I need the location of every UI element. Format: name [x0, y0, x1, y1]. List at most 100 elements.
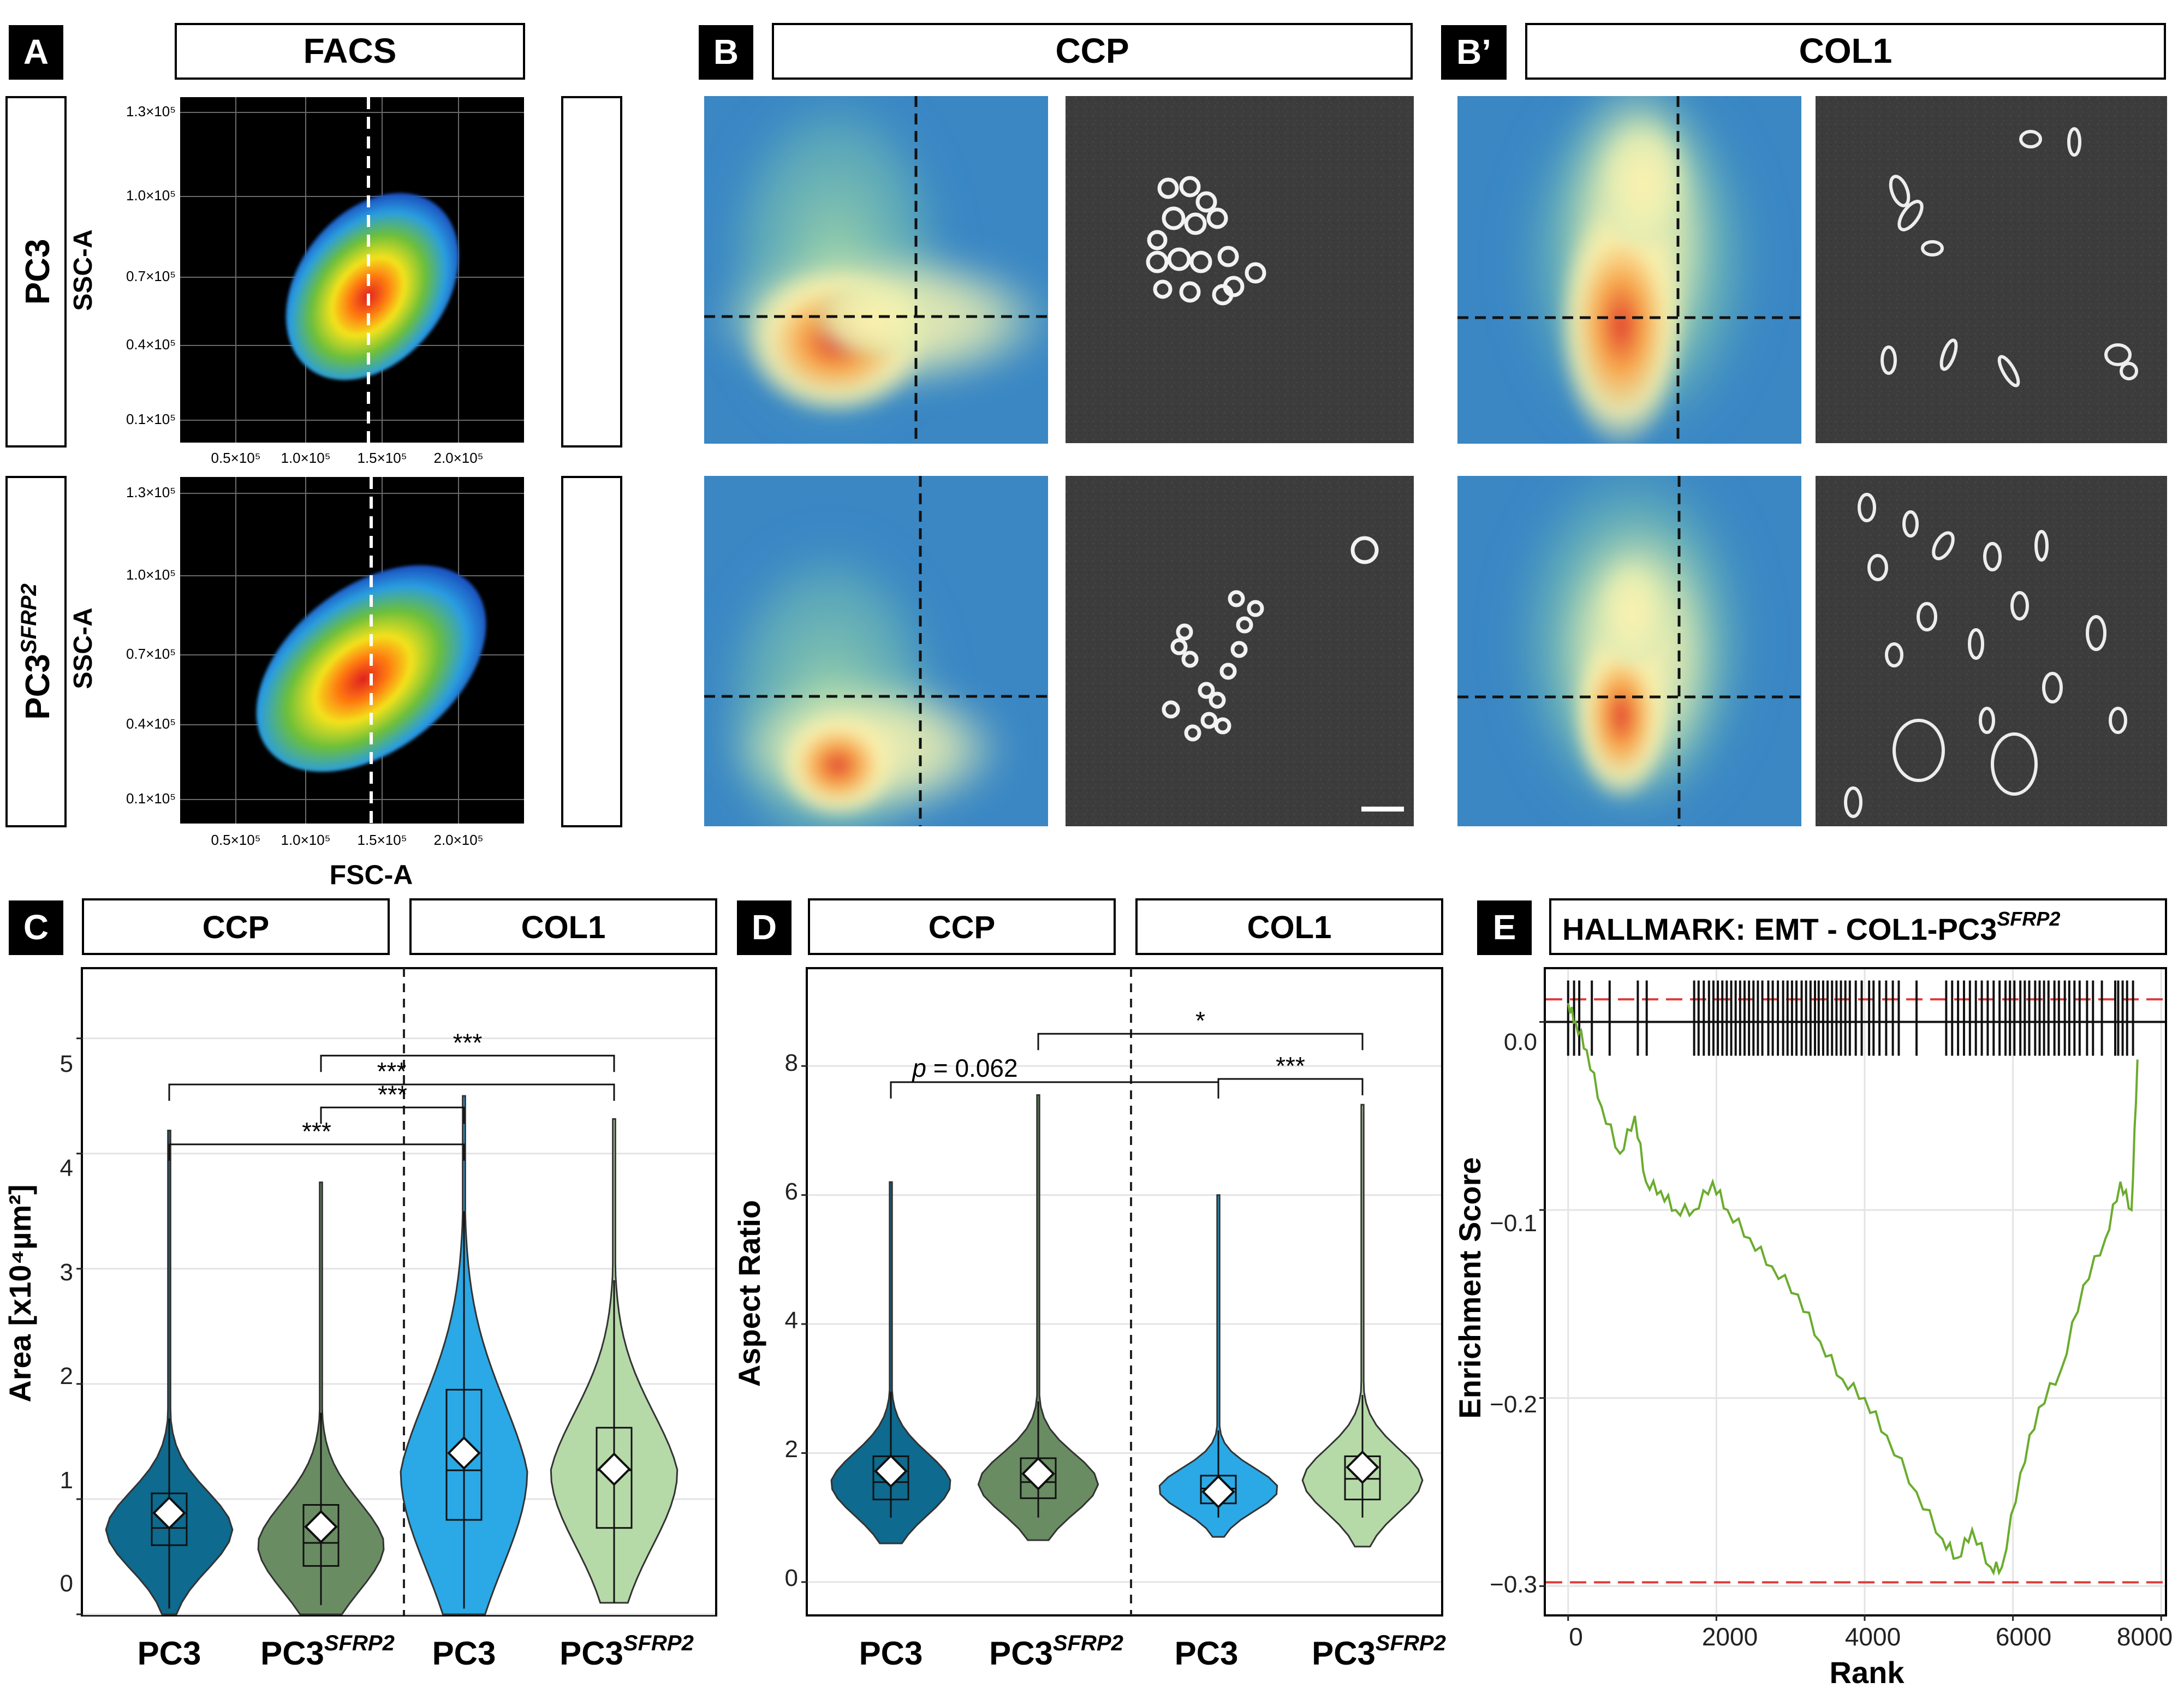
facs-xtick: 1.5×10⁵	[357, 450, 407, 466]
enrichment-curve	[1567, 1003, 2139, 1576]
significance-label: ***	[378, 1080, 407, 1108]
panel-c-letter: C	[23, 908, 49, 947]
box-iqr	[445, 1388, 483, 1521]
panel-d-xtick: PC3SFRP2	[1312, 1631, 1446, 1672]
panel-e-letter: E	[1493, 908, 1516, 947]
panel-d: D CCP COL1 **** p = 0.062 0 2 4 6 8 Aspe…	[732, 898, 1446, 1672]
significance-label: ***	[302, 1117, 331, 1146]
mean-marker	[1201, 1475, 1235, 1509]
significance-bracket	[168, 1083, 615, 1101]
panel-d-ytick: 8	[785, 1049, 798, 1076]
facs-xtick: 0.5×10⁵	[211, 832, 260, 848]
significance-label: ***	[377, 1057, 407, 1085]
panel-c: C CCP COL1 ************ 0 1 2 3 4 5 Area…	[3, 898, 717, 1672]
panel-b: B CCP	[561, 23, 1414, 827]
facs-xtick: 2.0×10⁵	[433, 450, 483, 466]
panel-e-xtick: 4000	[1845, 1623, 1901, 1651]
panel-c-ytick: 3	[60, 1259, 73, 1286]
ccp-micrograph-bottom	[1066, 476, 1414, 826]
panel-c-ytick: 1	[60, 1467, 73, 1494]
facs-row-box-pc3-sfrp2	[5, 476, 67, 827]
panel-b-prime: B’ COL1	[1441, 23, 2167, 826]
panel-e-xtick: 6000	[1996, 1623, 2051, 1651]
panel-e-ytick: −0.3	[1490, 1571, 1537, 1598]
panel-c-ytick: 2	[60, 1363, 73, 1389]
panel-c-xtick: PC3	[432, 1635, 496, 1672]
significance-label: ***	[453, 1028, 483, 1057]
panel-a: A FACS PC3 PC3SFRP2 1.3×10⁵ 1.0×10⁵ 0.7×…	[5, 23, 525, 890]
panel-e-header: HALLMARK: EMT - COL1-PC3SFRP2	[1562, 908, 2060, 946]
panel-d-pvalue: p = 0.062	[911, 1054, 1017, 1082]
facs-ytick: 0.1×10⁵	[126, 411, 176, 427]
significance-bracket	[320, 1106, 465, 1124]
col1-micrograph-bottom	[1816, 476, 2167, 826]
violin-1	[105, 1130, 234, 1615]
panel-e-xtick: 8000	[2117, 1623, 2173, 1651]
facs-header: FACS	[304, 31, 397, 70]
facs-xlabel: FSC-A	[330, 860, 413, 890]
panel-e-xtick: 0	[1569, 1623, 1583, 1651]
col1-micrograph-top	[1816, 96, 2167, 443]
panel-d-ytick: 2	[785, 1436, 798, 1463]
significance-label: ***	[1276, 1052, 1305, 1080]
ccp-density-top	[704, 96, 1048, 444]
significance-bracket	[168, 1143, 465, 1161]
facs-plot-top: 1.3×10⁵ 1.0×10⁵ 0.7×10⁵ 0.4×10⁵ 0.1×10⁵ …	[69, 97, 524, 466]
facs-ylabel: SSC-A	[69, 229, 98, 311]
mean-marker	[874, 1454, 908, 1488]
panel-d-xtick: PC3	[1175, 1635, 1239, 1672]
facs-row-label-pc3-sfrp2: PC3SFRP2	[17, 583, 57, 720]
violin-1	[830, 1181, 951, 1544]
significance-bracket	[1037, 1033, 1364, 1051]
panel-e-xtick: 2000	[1702, 1623, 1758, 1651]
facs-ytick: 1.3×10⁵	[126, 103, 176, 120]
facs-ytick: 0.1×10⁵	[126, 790, 176, 807]
mean-marker	[152, 1496, 186, 1530]
panel-e-plot-frame	[1544, 967, 2167, 1617]
facs-ytick: 0.4×10⁵	[126, 336, 176, 353]
panel-d-header-ccp: CCP	[929, 910, 995, 945]
mean-marker	[447, 1436, 481, 1470]
panel-d-ytick: 4	[785, 1307, 798, 1334]
panel-c-xtick: PC3	[138, 1635, 201, 1672]
panel-a-letter-box	[9, 25, 63, 80]
panel-d-header-col1: COL1	[1247, 910, 1332, 945]
panel-c-ytick: 5	[60, 1051, 73, 1077]
facs-plot-bottom: 1.3×10⁵ 1.0×10⁵ 0.7×10⁵ 0.4×10⁵ 0.1×10⁵ …	[69, 477, 524, 890]
panel-c-ytick: 0	[60, 1570, 73, 1597]
col1-header: COL1	[1799, 31, 1893, 70]
significance-label: *	[1195, 1006, 1205, 1035]
panel-a-letter: A	[23, 32, 49, 71]
panel-c-header-ccp: CCP	[203, 910, 269, 945]
facs-ytick: 0.7×10⁵	[126, 268, 176, 284]
col1-density-bottom	[1457, 476, 1801, 826]
facs-xtick: 1.0×10⁵	[281, 450, 330, 466]
violin-2	[257, 1181, 385, 1615]
panel-e-ylabel: Enrichment Score	[1453, 1157, 1487, 1418]
violin-3	[1158, 1194, 1278, 1538]
violin-2	[977, 1094, 1099, 1541]
panel-d-letter: D	[752, 908, 777, 947]
panel-d-ytick: 6	[785, 1178, 798, 1205]
panel-c-ylabel: Area [x10⁴µm²]	[3, 1184, 37, 1402]
panel-c-xtick: PC3SFRP2	[560, 1631, 694, 1672]
facs-ytick: 1.0×10⁵	[126, 187, 176, 204]
panel-d-ylabel: Aspect Ratio	[732, 1200, 766, 1387]
panel-e: E HALLMARK: EMT - COL1-PC3SFRP2 0.0 −0.1…	[1453, 898, 2173, 1690]
facs-row-label-pc3: PC3	[19, 239, 57, 305]
significance-bracket	[1217, 1078, 1364, 1095]
panel-e-ytick: −0.1	[1490, 1210, 1537, 1237]
facs-xtick: 0.5×10⁵	[211, 450, 260, 466]
facs-xtick: 2.0×10⁵	[433, 832, 483, 848]
scale-bar	[1361, 807, 1404, 812]
significance-bracket	[320, 1054, 615, 1072]
panel-e-ytick: −0.2	[1490, 1391, 1537, 1418]
mean-marker	[1021, 1457, 1055, 1491]
ccp-micrograph-top	[1066, 96, 1414, 443]
box-iqr	[302, 1504, 340, 1567]
facs-ytick: 1.0×10⁵	[126, 566, 176, 583]
facs-header-box	[175, 23, 525, 80]
panel-e-xlabel: Rank	[1830, 1655, 1905, 1690]
panel-b-letter: B	[713, 32, 739, 71]
box-iqr	[151, 1492, 188, 1546]
